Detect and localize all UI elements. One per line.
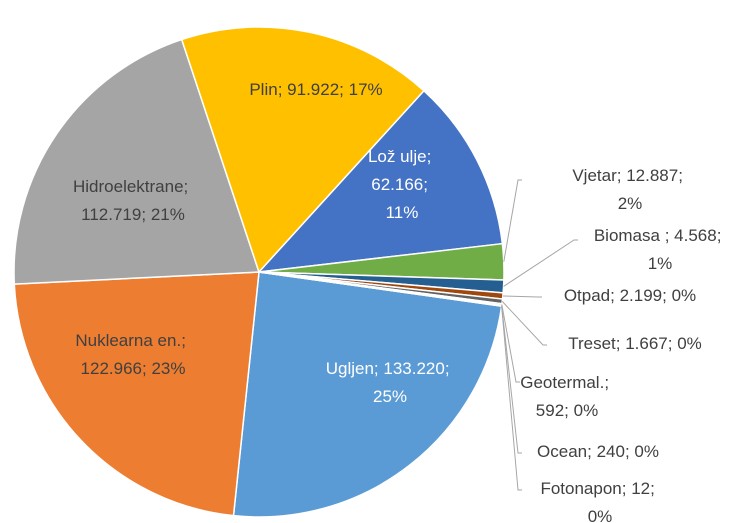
label-separator: ; xyxy=(625,442,634,461)
label-separator: ; xyxy=(142,359,151,378)
leader-line xyxy=(503,239,578,287)
label-part: 1% xyxy=(648,254,673,273)
label-separator: ; xyxy=(184,177,193,196)
label-part: 11% xyxy=(386,203,419,222)
label-part: 2.199 xyxy=(620,286,663,305)
label-separator: ; xyxy=(564,401,573,420)
label-part: Geotermal. xyxy=(520,373,604,392)
label-part: 240 xyxy=(597,442,625,461)
label-separator: ; xyxy=(616,334,625,353)
label-part: Treset xyxy=(568,334,616,353)
data-label: Ugljen; 133.220; 25% xyxy=(326,359,455,406)
label-separator: ; xyxy=(617,166,626,185)
label-part: 12.887 xyxy=(626,166,678,185)
label-separator: ; xyxy=(445,359,454,378)
label-part: 0% xyxy=(677,334,702,353)
label-separator: ; xyxy=(141,205,150,224)
leader-line xyxy=(501,304,520,383)
pie-slice xyxy=(257,89,504,273)
label-part: Vjetar xyxy=(572,166,617,185)
label-part: Plin xyxy=(249,80,277,99)
label-part: 112.719 xyxy=(81,205,141,224)
data-label: Plin; 91.922; 17% xyxy=(249,80,382,99)
data-label: Ocean; 240; 0% xyxy=(537,442,659,461)
data-label: Treset; 1.667; 0% xyxy=(568,334,702,353)
label-part: Lož ulje xyxy=(368,147,427,166)
label-part: 1.667 xyxy=(625,334,668,353)
label-part: Hidroelektrane xyxy=(73,177,184,196)
label-part: 23% xyxy=(151,359,185,378)
label-separator: ; xyxy=(374,359,383,378)
data-label: Fotonapon; 12; 0% xyxy=(540,479,659,523)
label-part: Fotonapon xyxy=(540,479,621,498)
label-separator: ; xyxy=(423,175,432,194)
label-part: Ocean xyxy=(537,442,587,461)
label-part: Ugljen xyxy=(326,359,374,378)
leader-line xyxy=(501,306,522,491)
label-part: 133.220 xyxy=(383,359,444,378)
label-part: 91.922 xyxy=(287,80,339,99)
label-separator: ; xyxy=(278,80,287,99)
label-part: 0% xyxy=(672,286,697,305)
label-separator: ; xyxy=(610,286,619,305)
data-label: Biomasa ; 4.568; 1% xyxy=(594,226,726,273)
data-label: Geotermal.; 592; 0% xyxy=(520,373,614,420)
data-label: Otpad; 2.199; 0% xyxy=(564,286,696,305)
label-part: 0% xyxy=(574,401,599,420)
pie-slice xyxy=(13,38,261,285)
data-label: Vjetar; 12.887; 2% xyxy=(572,166,687,213)
label-part: 592 xyxy=(536,401,564,420)
label-separator: ; xyxy=(662,286,671,305)
label-separator: ; xyxy=(678,166,687,185)
data-label: Hidroelektrane; 112.719; 21% xyxy=(73,177,193,224)
pie-slice xyxy=(180,26,425,274)
label-part: Biomasa xyxy=(594,226,665,245)
pie-slice xyxy=(13,271,260,517)
leader-line xyxy=(501,301,547,346)
label-part: 2% xyxy=(618,194,643,213)
label-separator: ; xyxy=(717,226,726,245)
label-separator: ; xyxy=(665,226,674,245)
label-separator: ; xyxy=(650,479,659,498)
label-part: 122.966 xyxy=(81,359,142,378)
label-part: 25% xyxy=(373,387,407,406)
label-part: 0% xyxy=(634,442,659,461)
label-separator: ; xyxy=(622,479,631,498)
label-part: Otpad xyxy=(564,286,610,305)
label-part: 0% xyxy=(588,507,613,523)
label-separator: ; xyxy=(181,331,190,350)
label-separator: ; xyxy=(604,373,613,392)
label-part: 62.166 xyxy=(371,175,423,194)
label-separator: ; xyxy=(668,334,677,353)
leader-line xyxy=(502,295,542,298)
label-part: 21% xyxy=(151,205,185,224)
label-part: Nuklearna en. xyxy=(75,331,181,350)
leader-line xyxy=(503,179,522,262)
leader-line xyxy=(501,305,522,454)
label-part: 4.568 xyxy=(674,226,717,245)
data-label: Lož ulje; 62.166; 11% xyxy=(368,147,436,222)
label-separator: ; xyxy=(587,442,596,461)
label-separator: ; xyxy=(427,147,436,166)
label-part: 12 xyxy=(631,479,650,498)
pie-slice xyxy=(232,271,503,518)
label-part: 17% xyxy=(349,80,383,99)
label-separator: ; xyxy=(339,80,348,99)
data-label: Nuklearna en.; 122.966; 23% xyxy=(75,331,190,378)
